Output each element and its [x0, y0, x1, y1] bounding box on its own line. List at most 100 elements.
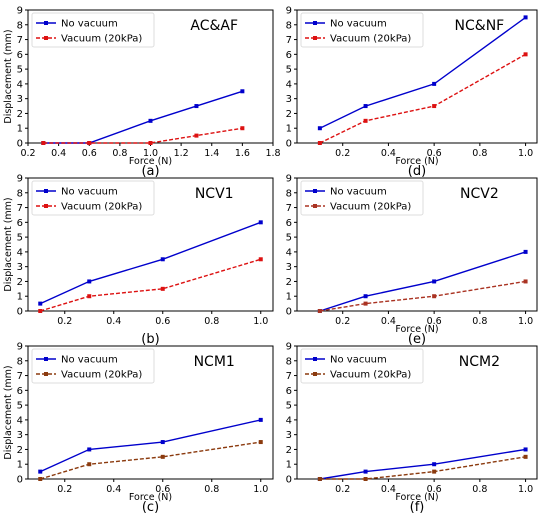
series-line-no-vacuum [40, 221, 262, 305]
data-point-no-vacuum [363, 469, 368, 474]
legend-label-no-vacuum: No vacuum [61, 19, 118, 30]
data-point-no-vacuum [258, 220, 263, 225]
y-tick-label: 9 [17, 6, 23, 17]
x-axis-label: Force (N) [395, 156, 438, 167]
data-point-no-vacuum [523, 447, 528, 452]
chart-panel-1: 0 1 2 3 4 5 6 7 8 9 0.2 0.4 0.6 0.8 1.0 1.2 1.4 1.6 1.8 For… [3, 6, 281, 180]
y-tick-label: 3 [286, 94, 292, 105]
y-tick-label: 4 [286, 247, 292, 258]
y-tick-label: 5 [17, 401, 23, 412]
legend-box [300, 348, 424, 384]
legend-label-no-vacuum: No vacuum [330, 19, 387, 30]
y-tick-label: 8 [286, 188, 292, 199]
y-tick-label: 3 [17, 262, 23, 273]
y-tick-label: 7 [286, 35, 292, 46]
x-tick-label: 0.6 [427, 484, 442, 495]
x-tick-label: 0.4 [381, 484, 396, 495]
data-point-no-vacuum [432, 279, 437, 284]
chart-title: NC&NF [455, 18, 505, 34]
legend-label-no-vacuum: No vacuum [330, 187, 387, 198]
data-point-vacuum [317, 141, 322, 145]
data-point-vacuum [432, 294, 437, 299]
legend-box [31, 180, 155, 216]
legend: No vacuum Vacuum (20kPa) [31, 180, 155, 216]
series-line-no-vacuum [319, 448, 526, 480]
legend-marker [44, 189, 48, 193]
panel-caption: (c) [142, 500, 159, 514]
y-tick-label: 1 [286, 124, 292, 135]
legend-label-no-vacuum: No vacuum [330, 355, 387, 366]
y-tick-label: 6 [17, 386, 23, 397]
y-tick-label: 1 [17, 460, 23, 471]
chart-panel-4: 0 1 2 3 4 5 6 7 8 9 0.2 0.4 0.6 0.8 1.0 Force (N)(e) NCV… [286, 174, 538, 347]
data-point-vacuum [523, 279, 528, 284]
y-tick-label: 4 [17, 415, 23, 426]
y-tick-label: 0 [17, 139, 23, 150]
data-point-no-vacuum [258, 417, 263, 422]
y-tick-label: 8 [17, 356, 23, 367]
y-tick-label: 9 [17, 174, 23, 185]
data-point-vacuum [87, 294, 92, 299]
x-tick-label: 0.6 [427, 316, 442, 327]
x-tick-label: 0.4 [106, 484, 121, 495]
series-line-no-vacuum [43, 90, 243, 144]
y-tick-label: 8 [17, 188, 23, 199]
y-tick-label: 1 [17, 124, 23, 135]
x-tick-label: 1.0 [143, 148, 158, 159]
chart-title: NCM1 [194, 354, 235, 370]
data-point-vacuum [87, 141, 92, 145]
y-tick-label: 4 [17, 247, 23, 258]
legend-label-vacuum: Vacuum (20kPa) [61, 370, 142, 381]
y-tick-label: 5 [286, 401, 292, 412]
x-tick-label: 0.8 [472, 316, 487, 327]
legend-label-vacuum: Vacuum (20kPa) [330, 34, 411, 45]
x-tick-label: 1.0 [518, 484, 533, 495]
y-tick-label: 9 [286, 174, 292, 185]
y-tick-label: 8 [17, 20, 23, 31]
legend-box [300, 180, 424, 216]
data-point-no-vacuum [240, 89, 245, 94]
x-tick-label: 0.2 [57, 484, 72, 495]
y-tick-label: 6 [286, 386, 292, 397]
series-line-no-vacuum [319, 16, 527, 129]
panel-caption: (d) [408, 164, 426, 179]
data-point-vacuum [258, 257, 263, 262]
data-point-no-vacuum [38, 301, 43, 306]
plot-frame [27, 345, 274, 480]
y-tick-label: 0 [17, 307, 23, 318]
legend-marker [44, 36, 48, 40]
chart-panel-2: 0 1 2 3 4 5 6 7 8 9 0.2 0.4 0.6 0.8 1.0 Force (N)(d) NC&… [286, 6, 538, 179]
x-tick-label: 0.2 [20, 148, 35, 159]
chart-title: NCV2 [460, 186, 499, 202]
data-point-vacuum [148, 141, 153, 145]
plot-frame [296, 345, 538, 480]
y-tick-label: 3 [17, 94, 23, 105]
legend-box [300, 12, 424, 48]
data-point-vacuum [240, 126, 245, 131]
data-point-vacuum [363, 477, 368, 481]
data-point-no-vacuum [38, 469, 43, 474]
data-point-vacuum [258, 440, 263, 445]
data-point-vacuum [38, 309, 43, 313]
y-axis-label: Displacement (mm) [3, 197, 14, 291]
data-point-vacuum [523, 52, 528, 57]
y-tick-label: 2 [17, 277, 23, 288]
y-tick-label: 7 [17, 203, 23, 214]
y-tick-label: 9 [17, 342, 23, 353]
data-point-no-vacuum [523, 249, 528, 254]
data-point-no-vacuum [194, 104, 199, 109]
x-axis-label: Force (N) [395, 492, 438, 503]
legend-box [31, 348, 155, 384]
y-axis-label: Displacement (mm) [3, 29, 14, 123]
legend-label-no-vacuum: No vacuum [61, 187, 118, 198]
x-tick-label: 0.2 [57, 316, 72, 327]
x-tick-label: 1.8 [265, 148, 280, 159]
y-tick-label: 7 [17, 371, 23, 382]
panel-caption: (f) [410, 500, 425, 514]
x-tick-label: 0.4 [381, 316, 396, 327]
y-tick-label: 9 [286, 6, 292, 17]
data-point-no-vacuum [317, 126, 322, 131]
legend-label-vacuum: Vacuum (20kPa) [330, 370, 411, 381]
chart-panel-6: 0 1 2 3 4 5 6 7 8 9 0.2 0.4 0.6 0.8 1.0 Force (N)(f) NCM… [286, 342, 538, 514]
plot-frame [296, 177, 538, 312]
